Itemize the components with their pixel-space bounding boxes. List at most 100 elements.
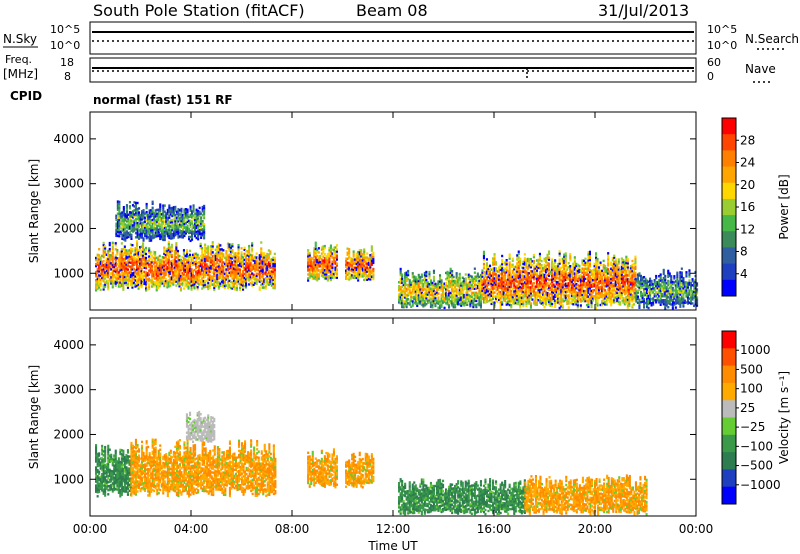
power-echo-cell xyxy=(479,304,482,307)
power-echo-cell xyxy=(519,263,522,267)
power-echo-cell xyxy=(123,267,126,271)
power-echo-cell xyxy=(176,251,179,255)
power-echo-cell xyxy=(492,281,495,284)
power-echo-cell xyxy=(186,281,189,284)
power-echo-cell xyxy=(413,301,416,305)
power-echo-cell xyxy=(263,272,266,275)
power-echo-cell xyxy=(249,273,252,277)
power-echo-cell xyxy=(154,211,157,214)
power-echo-cell xyxy=(513,274,516,277)
power-echo-cell xyxy=(345,261,348,264)
power-echo-cell xyxy=(232,273,235,276)
power-echo-cell xyxy=(111,247,114,251)
power-echo-cell xyxy=(429,301,432,304)
power-echo-cell xyxy=(198,265,201,268)
power-echo-cell xyxy=(195,262,198,266)
power-echo-cell xyxy=(240,253,243,256)
power-echo-cell xyxy=(123,257,126,260)
power-echo-cell xyxy=(125,214,128,217)
power-echo-cell xyxy=(473,297,476,301)
power-echo-cell xyxy=(457,284,460,288)
power-echo-cell xyxy=(419,294,422,297)
power-echo-cell xyxy=(348,254,351,257)
power-echo-cell xyxy=(178,235,181,238)
power-echo-cell xyxy=(110,262,113,265)
power-echo-cell xyxy=(220,252,223,255)
power-echo-cell xyxy=(461,294,464,298)
power-echo-cell xyxy=(511,293,514,297)
power-echo-cell xyxy=(346,257,349,260)
power-echo-cell xyxy=(328,252,331,256)
power-echo-cell xyxy=(316,266,319,270)
power-echo-cell xyxy=(249,253,252,257)
power-echo-cell xyxy=(150,219,153,222)
power-echo-cell xyxy=(128,201,131,204)
power-echo-cell xyxy=(173,280,176,283)
power-echo-cell xyxy=(189,261,192,265)
power-echo-cell xyxy=(95,283,98,286)
power-echo-cell xyxy=(175,280,178,283)
power-echo-cell xyxy=(523,295,526,298)
power-echo-cell xyxy=(307,255,310,258)
power-echo-cell xyxy=(223,278,226,282)
power-echo-cell xyxy=(314,271,317,275)
power-echo-cell xyxy=(445,302,448,305)
power-echo-cell xyxy=(163,280,166,284)
power-echo-cell xyxy=(170,276,173,279)
power-echo-cell xyxy=(260,265,263,268)
power-echo-cell xyxy=(183,230,186,234)
power-echo-cell xyxy=(475,283,478,286)
power-echo-cell xyxy=(399,279,402,283)
power-echo-cell xyxy=(434,286,437,290)
power-echo-cell xyxy=(139,222,142,225)
power-echo-cell xyxy=(196,279,199,283)
power-echo-cell xyxy=(569,252,572,256)
power-echo-cell xyxy=(116,269,119,272)
power-echo-cell xyxy=(105,263,108,267)
power-echo-cell xyxy=(413,297,416,301)
power-echo-cell xyxy=(248,259,251,262)
power-echo-cell xyxy=(157,234,160,238)
power-echo-cell xyxy=(197,233,200,237)
power-echo-cell xyxy=(240,261,243,264)
power-echo-cell xyxy=(495,299,498,302)
power-echo-cell xyxy=(317,247,320,250)
power-echo-cell xyxy=(172,259,175,262)
power-echo-cell xyxy=(372,251,375,255)
power-echo-cell xyxy=(508,291,511,295)
power-echo-cell xyxy=(134,228,137,231)
power-echo-cell xyxy=(508,295,511,299)
power-echo-cell xyxy=(458,274,461,278)
power-echo-cell xyxy=(485,272,488,275)
power-echo-cell xyxy=(101,274,104,278)
power-echo-cell xyxy=(216,281,219,285)
power-echo-cell xyxy=(183,216,186,219)
power-echo-cell xyxy=(157,270,160,273)
power-echo-cell xyxy=(269,272,272,275)
power-echo-cell xyxy=(485,268,488,271)
power-echo-cell xyxy=(240,247,243,250)
power-echo-cell xyxy=(210,253,213,256)
power-echo-cell xyxy=(235,280,238,284)
power-echo-cell xyxy=(434,296,437,300)
power-echo-cell xyxy=(481,285,484,288)
power-echo-cell xyxy=(432,283,435,287)
power-echo-cell xyxy=(132,259,135,262)
power-echo-cell xyxy=(136,254,139,257)
power-echo-cell xyxy=(176,256,179,259)
power-echo-cell xyxy=(519,279,522,283)
power-echo-cell xyxy=(261,258,264,261)
power-echo-cell xyxy=(136,266,139,269)
power-echo-cell xyxy=(167,283,170,286)
power-echo-cell xyxy=(169,248,172,251)
power-echo-cell xyxy=(408,283,411,286)
power-echo-cell xyxy=(482,289,485,292)
power-echo-cell xyxy=(354,272,357,275)
power-echo-cell xyxy=(498,278,501,281)
power-echo-cell xyxy=(188,219,191,223)
power-echo-cell xyxy=(118,235,121,238)
power-echo-cell xyxy=(320,260,323,263)
power-echo-cell xyxy=(508,255,511,258)
power-echo-cell xyxy=(504,299,507,303)
power-echo-cell xyxy=(485,264,488,267)
